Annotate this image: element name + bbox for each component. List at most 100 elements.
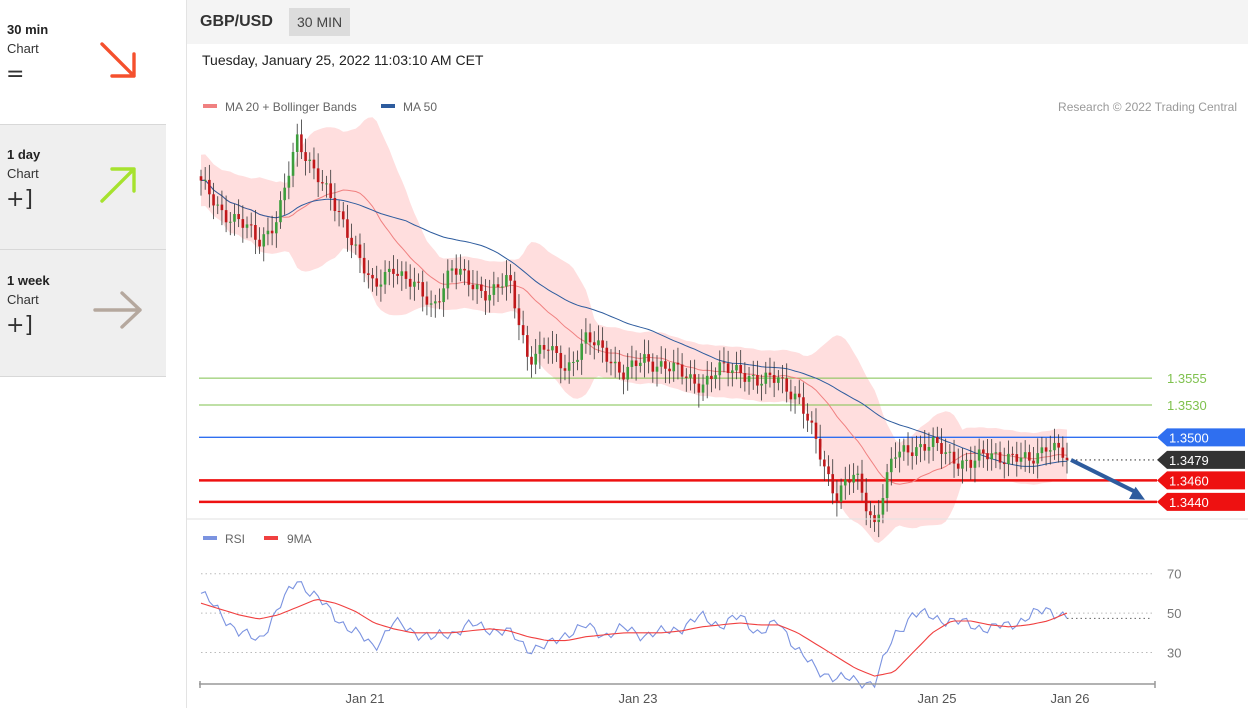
- timeframe-1week[interactable]: 1 week Chart +]: [0, 250, 166, 377]
- price-pane: 1.3555 1.3530 1.3500 1.3479 1.3460 1.3440: [199, 117, 1245, 544]
- ma50-line: [200, 179, 1068, 467]
- candle-body: [998, 452, 1002, 463]
- candle-body: [450, 268, 454, 271]
- x-tick-label-jan-25: Jan 25: [917, 691, 956, 706]
- candle-body: [1015, 454, 1019, 462]
- candle-body: [505, 275, 508, 287]
- candle-body: [751, 375, 755, 377]
- right-arrow-icon: [93, 291, 142, 329]
- candle-body: [584, 332, 588, 344]
- x-tick-label-jan-21: Jan 21: [345, 691, 384, 706]
- timeframe-1day[interactable]: 1 day Chart +]: [0, 125, 166, 250]
- timeframe-30min[interactable]: 30 min Chart =: [0, 0, 166, 125]
- candle-body: [442, 288, 445, 303]
- timeframe-30min-symbol: =: [6, 62, 25, 87]
- candle-body: [1028, 452, 1031, 461]
- x-tick-label-jan-26: Jan 26: [1050, 691, 1089, 706]
- candle-body: [806, 413, 809, 421]
- timeframe-1day-sub: Chart: [7, 166, 39, 181]
- candle-body: [559, 352, 563, 369]
- candle-body: [321, 182, 324, 184]
- candle-body: [781, 377, 784, 379]
- rsi-legend-swatch: [203, 536, 217, 540]
- candle-body: [534, 353, 537, 365]
- candle-body: [601, 340, 604, 348]
- candle-body: [680, 364, 684, 377]
- timeframe-1week-sub: Chart: [7, 292, 39, 307]
- candle-body: [580, 343, 584, 360]
- timeframe-badge: 30 MIN: [289, 8, 351, 36]
- candle-body: [705, 375, 709, 385]
- rsi-tick-70: 70: [1167, 567, 1181, 582]
- candle-body: [216, 204, 220, 206]
- candle-body: [555, 346, 558, 353]
- candle-body: [613, 361, 617, 364]
- candle-body: [517, 308, 521, 326]
- candle-body: [764, 372, 768, 384]
- candle-body: [291, 151, 295, 176]
- candle-body: [438, 301, 441, 303]
- symbol-title: GBP/USD: [200, 13, 273, 30]
- candle-body: [701, 384, 705, 393]
- candle-body: [375, 278, 379, 287]
- candle-body: [1065, 457, 1069, 460]
- candle-body: [337, 211, 341, 213]
- candle-body: [843, 479, 847, 486]
- candle-body: [392, 268, 395, 274]
- candle-body: [484, 290, 487, 301]
- candle-body: [1053, 442, 1056, 451]
- candle-body: [1011, 453, 1014, 455]
- candle-body: [254, 225, 257, 240]
- candle-body: [697, 383, 701, 393]
- timeframe-30min-sub: Chart: [7, 41, 39, 56]
- candle-body: [526, 335, 529, 357]
- candle-body: [931, 437, 935, 447]
- candle-body: [814, 422, 818, 439]
- candle-body: [567, 362, 571, 371]
- candle-body: [576, 359, 579, 362]
- candle-body: [831, 474, 835, 494]
- timeframe-1day-symbol: +]: [6, 187, 34, 212]
- candle-body: [626, 366, 630, 380]
- candle-body: [262, 234, 266, 247]
- candle-body: [500, 286, 504, 288]
- current-price-tag: [1157, 450, 1245, 469]
- candle-body: [944, 452, 947, 454]
- price-chart[interactable]: 1.3555 1.3530 1.3500 1.3479 1.3460 1.3440 MA …: [187, 0, 1248, 708]
- ma50-legend-swatch: [381, 104, 395, 108]
- candle-body: [408, 278, 412, 287]
- rsi-ma-line: [200, 599, 1068, 677]
- x-axis: Jan 21 Jan 23 Jan 25 Jan 26: [199, 681, 1156, 706]
- level-tag-1.3440: [1157, 492, 1245, 511]
- candle-body: [387, 268, 391, 273]
- candle-body: [367, 273, 370, 275]
- candle-body: [400, 271, 404, 276]
- candle-body: [714, 375, 717, 380]
- candle-body: [618, 361, 621, 373]
- candle-body: [756, 375, 759, 386]
- candle-body: [977, 449, 981, 461]
- candle-body: [329, 183, 332, 198]
- candle-body: [492, 284, 496, 295]
- candle-body: [940, 443, 943, 454]
- candle-body: [454, 268, 458, 275]
- candle-body: [1040, 447, 1044, 454]
- candle-body: [308, 159, 312, 162]
- candle-body: [588, 332, 592, 343]
- level-label-1.3500: 1.3500: [1169, 430, 1209, 445]
- candle-body: [952, 451, 956, 464]
- candle-body: [279, 200, 282, 223]
- candle-body: [346, 219, 349, 238]
- candle-body: [551, 346, 554, 351]
- candle-body: [726, 363, 730, 373]
- candle-body: [630, 360, 634, 367]
- chart-header: GBP/USD 30 MIN: [187, 0, 1248, 44]
- candle-body: [793, 393, 797, 400]
- candle-body: [789, 391, 793, 400]
- candle-body: [643, 354, 646, 363]
- candle-body: [459, 268, 462, 275]
- candle-body: [513, 280, 517, 309]
- ma20-legend-label: MA 20 + Bollinger Bands: [225, 100, 357, 114]
- ma20-line: [200, 179, 1068, 485]
- candle-body: [856, 473, 860, 475]
